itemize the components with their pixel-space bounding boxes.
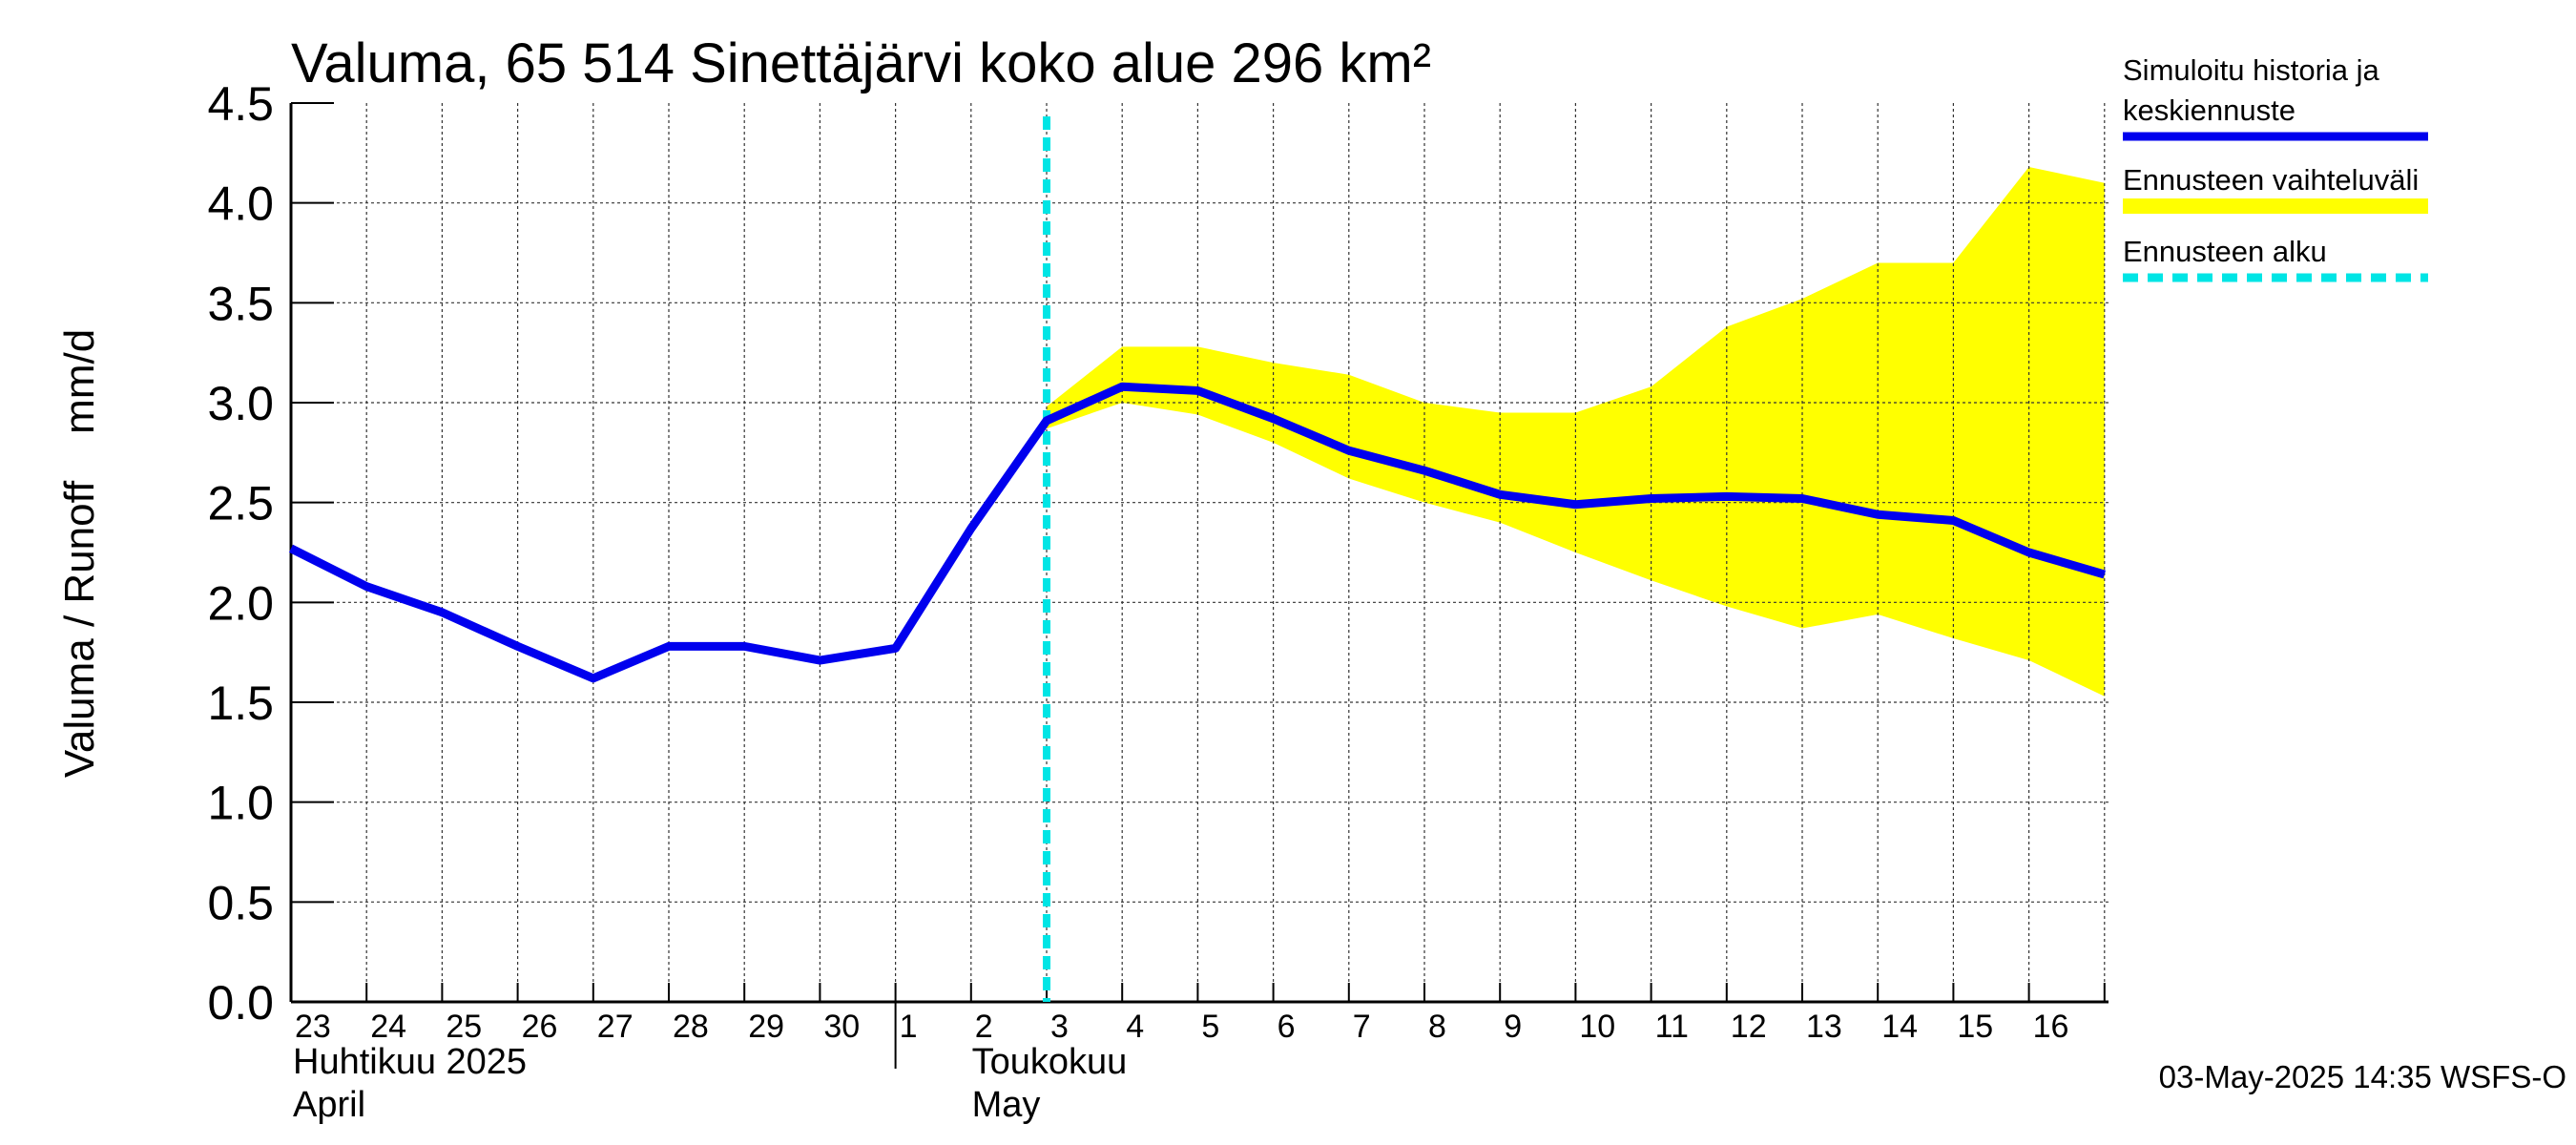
footer-timestamp: 03-May-2025 14:35 WSFS-O [2159, 1059, 2566, 1094]
x-tick-label: 30 [823, 1009, 860, 1045]
x-tick-label: 26 [522, 1009, 558, 1045]
y-tick-label: 3.5 [207, 277, 274, 330]
y-tick-label: 2.5 [207, 477, 274, 531]
y-axis-label: Valuma / Runoff mm/d [56, 329, 103, 778]
month-label: Huhtikuu 2025 [293, 1042, 527, 1082]
chart-title: Valuma, 65 514 Sinettäjärvi koko alue 29… [291, 32, 1431, 94]
x-tick-label: 9 [1504, 1009, 1522, 1045]
x-tick-label: 16 [2033, 1009, 2069, 1045]
x-tick-label: 15 [1957, 1009, 1993, 1045]
x-tick-label: 8 [1428, 1009, 1446, 1045]
y-tick-label: 1.0 [207, 777, 274, 830]
x-tick-label: 13 [1806, 1009, 1842, 1045]
x-tick-label: 29 [748, 1009, 784, 1045]
y-tick-label: 4.5 [207, 77, 274, 131]
y-tick-label: 4.0 [207, 177, 274, 231]
y-tick-label: 2.0 [207, 576, 274, 630]
x-tick-label: 24 [370, 1009, 406, 1045]
x-tick-label: 4 [1126, 1009, 1144, 1045]
x-tick-label: 23 [295, 1009, 331, 1045]
legend-label-range: Ennusteen vaihteluväli [2123, 163, 2419, 197]
y-tick-label: 1.5 [207, 677, 274, 730]
y-tick-label: 0.0 [207, 976, 274, 1030]
x-tick-label: 7 [1353, 1009, 1371, 1045]
y-tick-label: 3.0 [207, 377, 274, 430]
x-tick-label: 1 [900, 1009, 918, 1045]
y-tick-label: 0.5 [207, 876, 274, 929]
plot-area: 0.00.51.01.52.02.53.03.54.04.523 24 25 26 27… [207, 77, 2109, 1125]
legend-label-history-line2: keskiennuste [2123, 94, 2296, 127]
month-label: Toukokuu [972, 1042, 1128, 1082]
legend-label-forecast-start: Ennusteen alku [2123, 235, 2327, 268]
series-line-simulated [288, 382, 2107, 683]
x-tick-label: 27 [597, 1009, 634, 1045]
x-tick-label: 11 [1655, 1009, 1689, 1045]
legend-label-history-line1: Simuloitu historia ja [2123, 53, 2380, 87]
x-tick-label: 28 [673, 1009, 709, 1045]
x-tick-label: 25 [446, 1009, 482, 1045]
x-tick-label: 14 [1881, 1009, 1918, 1045]
x-tick-label: 6 [1278, 1009, 1296, 1045]
x-tick-label: 2 [975, 1009, 993, 1045]
x-tick-label: 3 [1050, 1009, 1069, 1045]
legend: Simuloitu historia ja keskiennuste Ennus… [2123, 53, 2428, 282]
x-tick-label: 10 [1579, 1009, 1615, 1045]
month-label-english: May [972, 1085, 1041, 1125]
x-tick-label: 12 [1731, 1009, 1767, 1045]
month-label-english: April [293, 1085, 365, 1125]
x-tick-label: 5 [1201, 1009, 1219, 1045]
